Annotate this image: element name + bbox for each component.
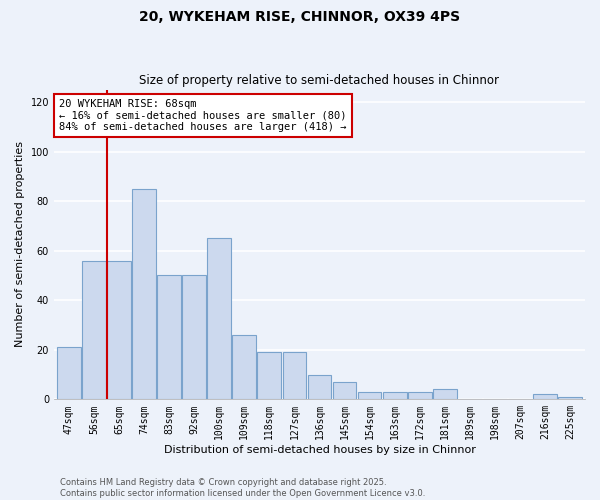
Bar — [132, 188, 156, 400]
Bar — [82, 260, 106, 400]
Bar — [383, 392, 407, 400]
Bar — [433, 390, 457, 400]
Title: Size of property relative to semi-detached houses in Chinnor: Size of property relative to semi-detach… — [139, 74, 499, 87]
Bar — [533, 394, 557, 400]
Bar — [558, 397, 582, 400]
Text: 20, WYKEHAM RISE, CHINNOR, OX39 4PS: 20, WYKEHAM RISE, CHINNOR, OX39 4PS — [139, 10, 461, 24]
Bar — [182, 276, 206, 400]
Bar — [358, 392, 382, 400]
Text: 20 WYKEHAM RISE: 68sqm
← 16% of semi-detached houses are smaller (80)
84% of sem: 20 WYKEHAM RISE: 68sqm ← 16% of semi-det… — [59, 99, 347, 132]
Bar — [257, 352, 281, 400]
Text: Contains HM Land Registry data © Crown copyright and database right 2025.
Contai: Contains HM Land Registry data © Crown c… — [60, 478, 425, 498]
Bar — [332, 382, 356, 400]
Bar — [57, 348, 81, 400]
Bar — [232, 335, 256, 400]
Y-axis label: Number of semi-detached properties: Number of semi-detached properties — [15, 142, 25, 348]
Bar — [107, 260, 131, 400]
Bar — [283, 352, 307, 400]
Bar — [208, 238, 231, 400]
Bar — [408, 392, 431, 400]
Bar — [308, 374, 331, 400]
X-axis label: Distribution of semi-detached houses by size in Chinnor: Distribution of semi-detached houses by … — [164, 445, 475, 455]
Bar — [157, 276, 181, 400]
